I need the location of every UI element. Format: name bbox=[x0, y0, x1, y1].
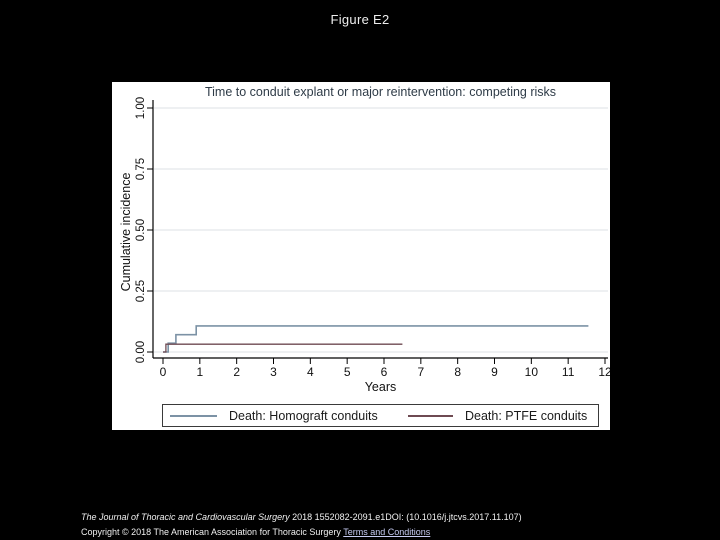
y-tick-label: 1.00 bbox=[135, 97, 147, 119]
x-tick-label: 7 bbox=[417, 365, 424, 379]
x-tick-label: 12 bbox=[598, 365, 610, 379]
figure-title: Figure E2 bbox=[330, 12, 390, 27]
x-tick-label: 1 bbox=[196, 365, 203, 379]
series-curve-0 bbox=[163, 325, 589, 353]
x-tick-label: 4 bbox=[307, 365, 314, 379]
x-tick-label: 11 bbox=[562, 365, 575, 379]
legend-item-homograft: Death: Homograft conduits bbox=[170, 405, 378, 426]
y-tick-label: 0.00 bbox=[135, 341, 147, 363]
x-tick-label: 3 bbox=[270, 365, 277, 379]
x-tick-label: 2 bbox=[233, 365, 240, 379]
y-tick-label: 0.75 bbox=[135, 158, 147, 180]
citation-reference: 2018 1552082-2091.e1DOI: (10.1016/j.jtcv… bbox=[289, 512, 522, 522]
x-tick-label: 0 bbox=[160, 365, 167, 379]
chart-figure: Time to conduit explant or major reinter… bbox=[112, 82, 610, 430]
series-curve-1 bbox=[163, 343, 403, 353]
y-tick-label: 0.50 bbox=[135, 219, 147, 241]
x-tick-label: 5 bbox=[344, 365, 351, 379]
plot-area: 0.000.250.500.751.000 1 2 3 4 5 6 7 8 9 10 11 12 bbox=[135, 97, 610, 379]
citation-line-1: The Journal of Thoracic and Cardiovascul… bbox=[81, 510, 522, 525]
x-tick-label: 10 bbox=[525, 365, 539, 379]
chart-legend: Death: Homograft conduits Death: PTFE co… bbox=[162, 404, 599, 427]
chart-title: Time to conduit explant or major reinter… bbox=[204, 85, 557, 99]
legend-item-ptfe: Death: PTFE conduits bbox=[408, 405, 587, 426]
legend-label-homograft: Death: Homograft conduits bbox=[229, 408, 378, 423]
x-tick-label: 6 bbox=[381, 365, 388, 379]
legend-label-ptfe: Death: PTFE conduits bbox=[465, 408, 588, 423]
journal-name: The Journal of Thoracic and Cardiovascul… bbox=[81, 512, 290, 522]
legend-line-homograft-icon bbox=[170, 414, 217, 417]
citation-line-2: Copyright © 2018 The American Associatio… bbox=[81, 525, 522, 540]
y-tick-label: 0.25 bbox=[135, 280, 147, 302]
x-tick-label: 9 bbox=[491, 365, 498, 379]
copyright-text: Copyright © 2018 The American Associatio… bbox=[81, 526, 344, 537]
legend-line-ptfe-icon bbox=[408, 414, 453, 417]
x-tick-label: 8 bbox=[454, 365, 461, 379]
citation-block: The Journal of Thoracic and Cardiovascul… bbox=[81, 510, 522, 539]
x-axis-label: Years bbox=[364, 380, 397, 394]
terms-and-conditions-link[interactable]: Terms and Conditions bbox=[343, 526, 431, 537]
